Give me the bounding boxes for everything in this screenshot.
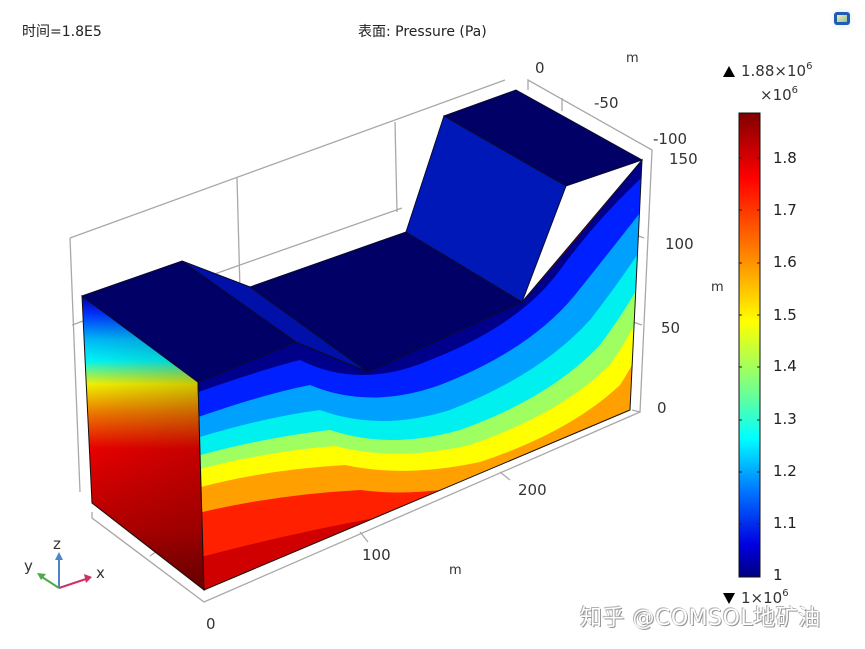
x-tick-0: 0 [206, 615, 216, 633]
z-axis-unit: m [711, 280, 724, 295]
y-tick-neg50: -50 [594, 94, 619, 112]
top-surfaces [80, 89, 644, 383]
colorbar-tick: 1.7 [773, 201, 797, 219]
colorbar-tick: 1.3 [773, 410, 797, 428]
colorbar-scale-label: ×106 [760, 85, 799, 104]
colorbar-ticks [739, 157, 760, 525]
z-tick-100: 100 [665, 235, 694, 253]
triad-y-label: y [24, 557, 33, 575]
min-triangle-icon [723, 593, 735, 604]
x-tick-200: 200 [518, 481, 547, 499]
colorbar-tick: 1.4 [773, 357, 797, 375]
triad-x-label: x [96, 564, 105, 582]
colorbar-tick: 1.8 [773, 149, 797, 167]
y-tick-0: 0 [535, 59, 545, 77]
time-label: 时间=1.8E5 [22, 24, 102, 40]
colorbar-tick: 1.2 [773, 462, 797, 480]
z-tick-150: 150 [669, 150, 698, 168]
triad-z-label: z [53, 535, 61, 553]
colorbar-tick: 1.6 [773, 253, 797, 271]
colorbar-tick: 1.1 [773, 514, 797, 532]
y-tick-neg100: -100 [653, 130, 688, 148]
x-tick-100: 100 [362, 546, 391, 564]
x-axis-unit: m [449, 563, 462, 578]
graphics-window-icon [834, 12, 850, 25]
graphics-window-button[interactable] [829, 8, 855, 30]
colorbar-tick: 1.5 [773, 306, 797, 324]
colorbar-tick: 1 [773, 566, 783, 584]
z-tick-0: 0 [657, 399, 667, 417]
z-tick-50: 50 [661, 319, 681, 337]
watermark: 知乎 @COMSOL地矿油 [580, 606, 821, 631]
colorbar [738, 112, 761, 578]
axis-triad [37, 552, 92, 589]
colorbar-max-label: 1.88×106 [741, 61, 813, 80]
axis-grid [69, 78, 653, 603]
surface-plot-title: 表面: Pressure (Pa) [358, 24, 487, 40]
max-triangle-icon [723, 66, 735, 77]
colorbar-min-label: 1×106 [741, 588, 789, 607]
y-axis-unit: m [626, 51, 639, 66]
